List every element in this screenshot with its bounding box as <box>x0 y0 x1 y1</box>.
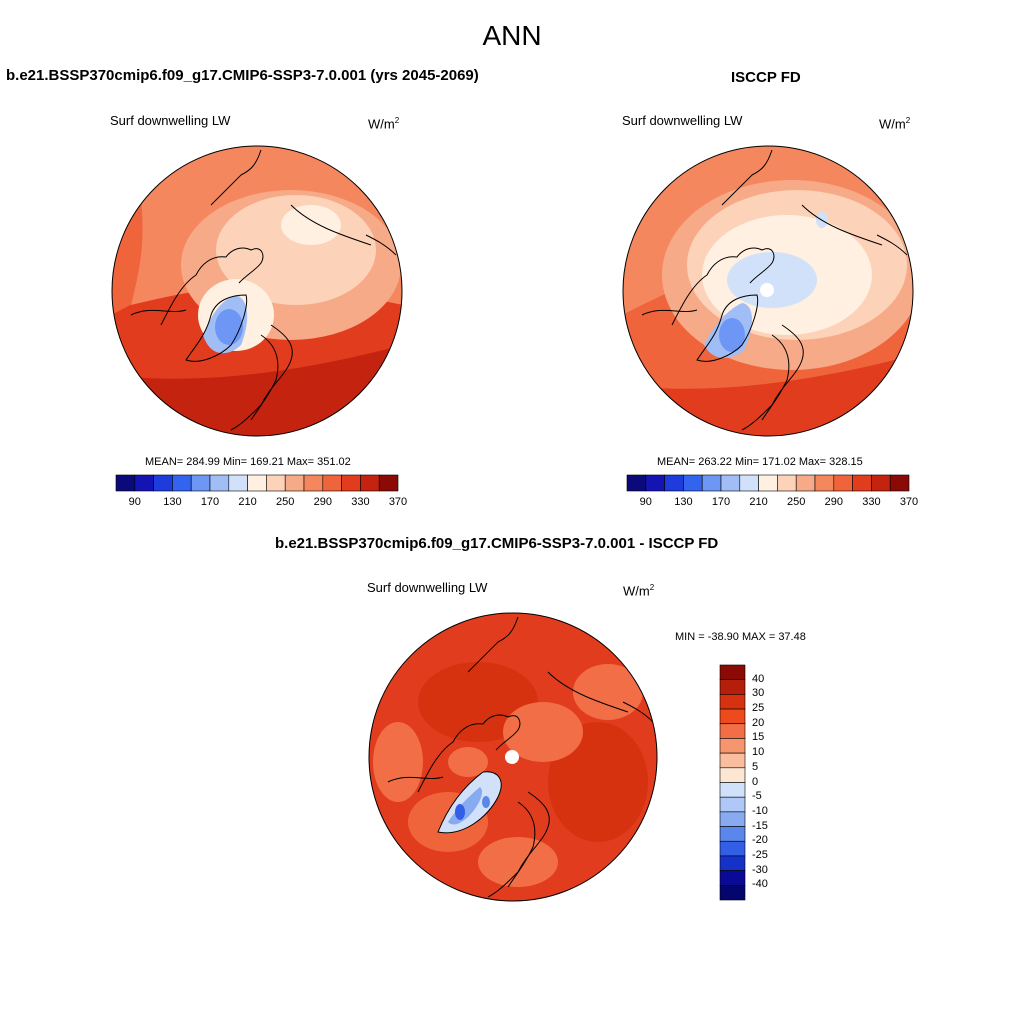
colorbar-swatch <box>209 474 230 492</box>
colorbar-tick-label: -10 <box>752 804 768 817</box>
colorbar-swatch <box>719 723 746 739</box>
colorbar-tick-label: 15 <box>752 731 765 744</box>
colorbar-swatch <box>719 752 746 769</box>
colorbar-tick-label: 250 <box>276 496 295 508</box>
obs-panel-title: ISCCP FD <box>731 69 801 86</box>
colorbar-swatch <box>719 840 746 857</box>
colorbar-tick-label: 170 <box>711 496 731 508</box>
colorbar-swatch <box>719 796 746 813</box>
colorbar-swatch <box>115 474 136 492</box>
colorbar-swatch <box>322 474 342 492</box>
model-panel-title: b.e21.BSSP370cmip6.f09_g17.CMIP6-SSP3-7.… <box>6 67 479 84</box>
diff-variable-label: Surf downwelling LW <box>367 580 488 595</box>
diff-panel-title: b.e21.BSSP370cmip6.f09_g17.CMIP6-SSP3-7.… <box>275 535 719 552</box>
colorbar-tick-label: 370 <box>899 496 919 508</box>
colorbar-tick-label: 210 <box>749 496 768 508</box>
colorbar-tick-label: 330 <box>351 496 370 508</box>
diff-polar-map <box>368 612 658 902</box>
colorbar-swatch <box>664 474 684 492</box>
colorbar-swatch <box>795 474 816 492</box>
colorbar-tick-label: -30 <box>752 863 768 876</box>
colorbar-tick-label: 210 <box>238 496 257 508</box>
colorbar-swatch <box>889 474 910 492</box>
colorbar-tick-label: 20 <box>752 716 765 729</box>
colorbar-tick-label: -20 <box>752 834 768 847</box>
colorbar-swatch <box>719 870 746 886</box>
model-units-label: W/m2 <box>368 116 400 132</box>
colorbar-swatch <box>378 474 399 492</box>
colorbar-swatch <box>360 474 380 492</box>
obs-stats-text: MEAN= 263.22 Min= 171.02 Max= 328.15 <box>657 456 863 468</box>
colorbar-swatch <box>683 474 703 492</box>
colorbar-swatch <box>172 474 192 492</box>
colorbar-swatch <box>134 474 154 492</box>
colorbar-swatch <box>814 474 835 492</box>
colorbar-swatch <box>777 474 797 492</box>
obs-colorbar-ticks: 90 130 170 210 250 290 330 370 <box>627 496 919 510</box>
colorbar-swatch <box>719 767 746 783</box>
colorbar-tick-label: 30 <box>752 687 765 700</box>
diff-colorbar-labels: 40 30 25 20 15 10 5 0 -5 -10 -15 -20 -25 -30 -40 <box>752 665 792 900</box>
model-colorbar-ticks: 90 130 170 210 250 290 330 370 <box>116 496 408 510</box>
colorbar-tick-label: 250 <box>787 496 806 508</box>
obs-variable-label: Surf downwelling LW <box>622 113 743 128</box>
colorbar-tick-label: -25 <box>752 848 768 861</box>
colorbar-tick-label: 10 <box>752 746 765 759</box>
obs-polar-map <box>622 145 914 437</box>
colorbar-tick-label: 290 <box>313 496 332 508</box>
diff-stats-text: MIN = -38.90 MAX = 37.48 <box>675 631 806 643</box>
colorbar-swatch <box>719 855 746 871</box>
colorbar-tick-label: 5 <box>752 760 759 773</box>
colorbar-swatch <box>871 474 891 492</box>
colorbar-swatch <box>719 738 746 754</box>
colorbar-swatch <box>701 474 722 492</box>
diff-units-label: W/m2 <box>623 583 655 599</box>
colorbar-swatch <box>153 474 173 492</box>
colorbar-swatch <box>719 811 746 827</box>
colorbar-tick-label: -15 <box>752 819 768 832</box>
colorbar-swatch <box>833 474 853 492</box>
colorbar-swatch <box>645 474 665 492</box>
colorbar-tick-label: 90 <box>639 496 652 508</box>
colorbar-swatch <box>303 474 324 492</box>
colorbar-swatch <box>228 474 248 492</box>
colorbar-swatch <box>719 664 746 680</box>
colorbar-swatch <box>739 474 759 492</box>
colorbar-tick-label: 290 <box>824 496 843 508</box>
colorbar-tick-label: 370 <box>388 496 408 508</box>
colorbar-swatch <box>719 708 746 725</box>
colorbar-swatch <box>852 474 872 492</box>
model-variable-label: Surf downwelling LW <box>110 113 231 128</box>
colorbar-tick-label: -5 <box>752 790 762 803</box>
colorbar-swatch <box>720 474 741 492</box>
colorbar-swatch <box>266 474 286 492</box>
colorbar-swatch <box>758 474 778 492</box>
colorbar-swatch <box>341 474 361 492</box>
colorbar-tick-label: -40 <box>752 878 768 891</box>
obs-colorbar <box>626 474 910 492</box>
model-polar-map <box>111 145 403 437</box>
colorbar-tick-label: 0 <box>752 775 759 788</box>
colorbar-swatch <box>719 826 746 842</box>
colorbar-tick-label: 40 <box>752 672 765 685</box>
obs-units-label: W/m2 <box>879 116 911 132</box>
main-title: ANN <box>482 20 542 51</box>
colorbar-tick-label: 25 <box>752 702 765 715</box>
colorbar-tick-label: 170 <box>200 496 220 508</box>
colorbar-swatch <box>719 782 746 798</box>
colorbar-swatch <box>190 474 211 492</box>
colorbar-tick-label: 130 <box>163 496 182 508</box>
colorbar-swatch <box>626 474 647 492</box>
colorbar-tick-label: 130 <box>674 496 693 508</box>
colorbar-swatch <box>719 885 746 901</box>
colorbar-swatch <box>247 474 267 492</box>
colorbar-tick-label: 90 <box>128 496 141 508</box>
model-colorbar <box>115 474 399 492</box>
colorbar-swatch <box>719 694 746 710</box>
diff-colorbar <box>719 664 746 901</box>
colorbar-swatch <box>719 679 746 695</box>
colorbar-tick-label: 330 <box>862 496 881 508</box>
model-stats-text: MEAN= 284.99 Min= 169.21 Max= 351.02 <box>145 456 351 468</box>
colorbar-swatch <box>284 474 305 492</box>
